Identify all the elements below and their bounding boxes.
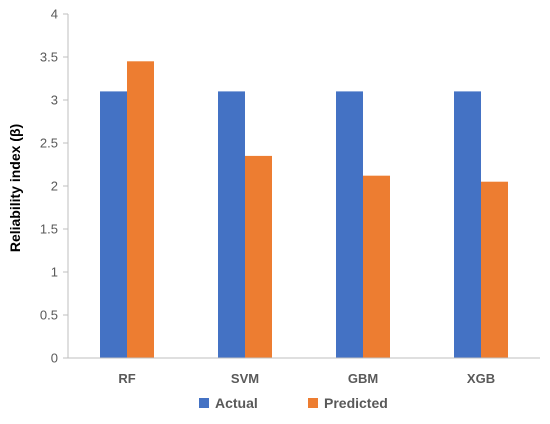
x-category-label: XGB [467, 371, 495, 386]
bar-actual-rf [100, 91, 127, 359]
y-tick-label: 1.5 [40, 222, 58, 237]
legend-label-predicted: Predicted [324, 395, 388, 411]
axes: 0 0.5 1 1.5 2 2.5 3 3.5 4 RF SVM GBM XGB [40, 7, 540, 386]
y-tick-label: 3.5 [40, 50, 58, 65]
x-category-label: GBM [348, 371, 378, 386]
legend: Actual Predicted [199, 395, 388, 411]
y-tick-label: 2 [51, 179, 58, 194]
bar-predicted-xgb [481, 181, 508, 358]
bar-actual-gbm [336, 91, 363, 359]
y-tick-label: 4 [51, 7, 58, 22]
y-tick-label: 0 [51, 351, 58, 366]
bar-predicted-gbm [363, 175, 390, 358]
y-axis-title: Reliability index (β) [7, 124, 23, 252]
legend-swatch-predicted [308, 398, 318, 408]
y-tick-label: 3 [51, 93, 58, 108]
y-tick-label: 2.5 [40, 136, 58, 151]
bar-actual-svm [218, 91, 245, 359]
legend-label-actual: Actual [215, 395, 258, 411]
bar-actual-xgb [454, 91, 481, 359]
y-tick-label: 0.5 [40, 308, 58, 323]
legend-swatch-actual [199, 398, 209, 408]
x-category-label: SVM [231, 371, 259, 386]
x-category-label: RF [118, 371, 135, 386]
bar-predicted-svm [245, 155, 272, 358]
bar-predicted-rf [127, 61, 154, 359]
bars-layer [100, 61, 508, 359]
y-tick-label: 1 [51, 265, 58, 280]
